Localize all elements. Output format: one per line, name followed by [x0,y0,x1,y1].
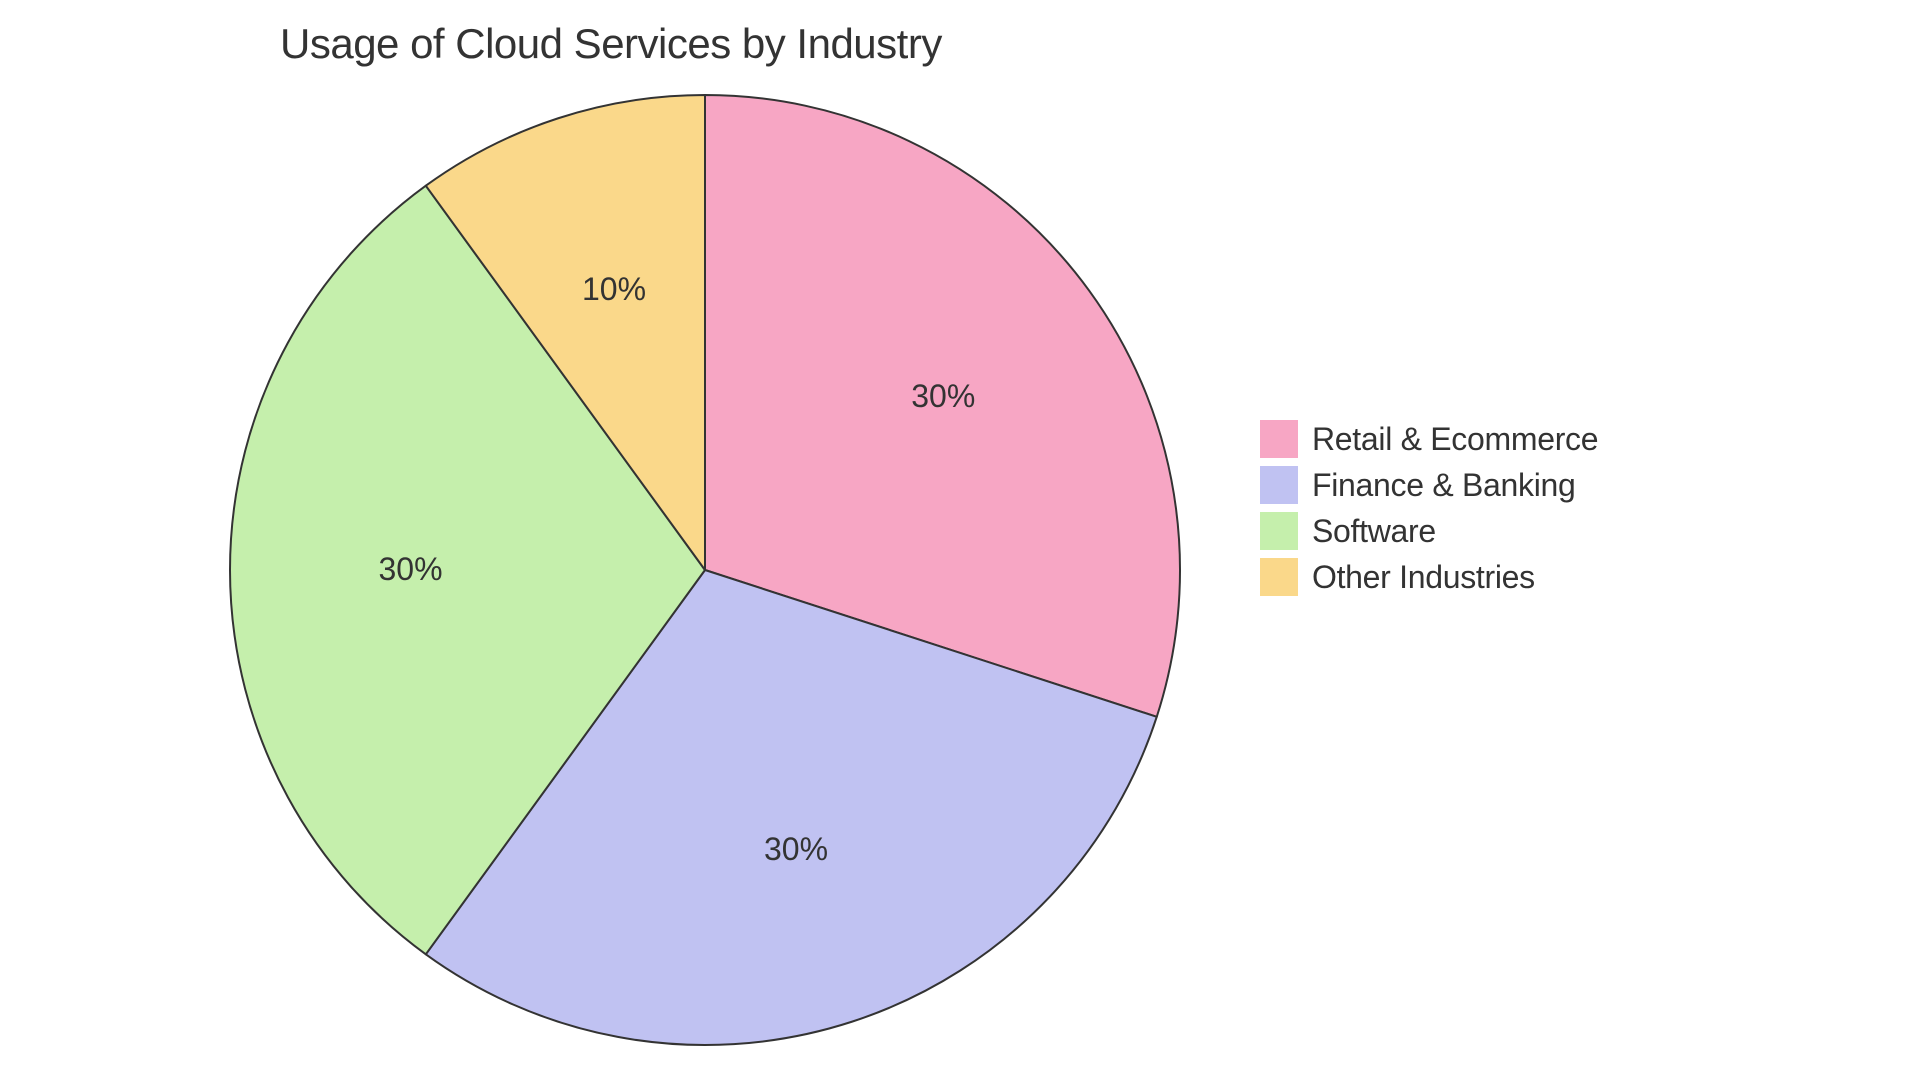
legend-label: Software [1312,513,1436,550]
legend-label: Finance & Banking [1312,467,1576,504]
pie-slice-label: 30% [911,378,975,414]
pie-slice-label: 10% [582,271,646,307]
legend-item: Finance & Banking [1260,466,1598,504]
legend-swatch [1260,420,1298,458]
legend-label: Retail & Ecommerce [1312,421,1598,458]
pie-slice-label: 30% [764,831,828,867]
pie-chart: 30% 30% 30% 10% [220,90,1190,1060]
legend-label: Other Industries [1312,559,1535,596]
legend-swatch [1260,466,1298,504]
legend-item: Retail & Ecommerce [1260,420,1598,458]
chart-legend: Retail & Ecommerce Finance & Banking Softw… [1260,420,1598,604]
pie-chart-container: Usage of Cloud Services by Industry 30%3… [0,0,1920,1080]
chart-title: Usage of Cloud Services by Industry [280,20,942,68]
legend-swatch [1260,512,1298,550]
legend-swatch [1260,558,1298,596]
legend-item: Software [1260,512,1598,550]
legend-item: Other Industries [1260,558,1598,596]
pie-slice-label: 30% [378,551,442,587]
